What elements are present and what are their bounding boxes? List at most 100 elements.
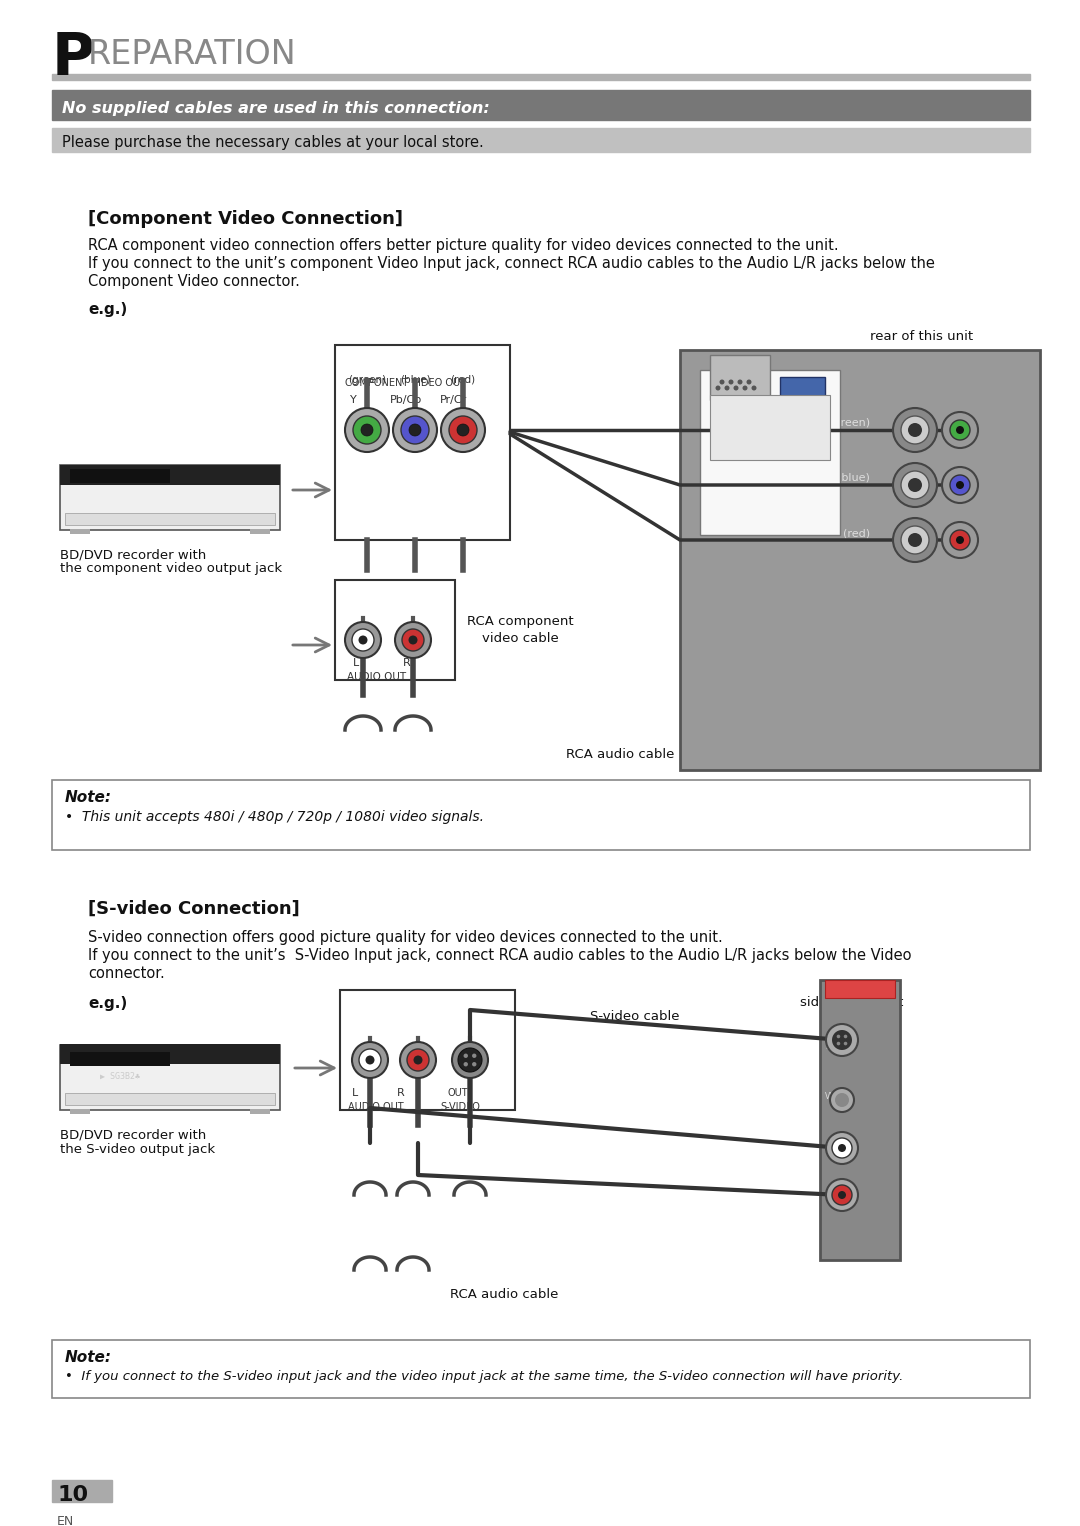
Circle shape: [738, 380, 743, 385]
Circle shape: [837, 1042, 840, 1045]
Circle shape: [838, 1190, 846, 1199]
Circle shape: [463, 1062, 468, 1067]
Text: (COAXIAL): (COAXIAL): [715, 449, 751, 455]
Circle shape: [908, 478, 922, 491]
Text: the S-video output jack: the S-video output jack: [60, 1143, 215, 1157]
Text: •  This unit accepts 480i / 480p / 720p / 1080i video signals.: • This unit accepts 480i / 480p / 720p /…: [65, 810, 484, 824]
Circle shape: [893, 462, 937, 507]
Text: BD/DVD recorder with: BD/DVD recorder with: [60, 548, 206, 562]
Circle shape: [359, 1048, 381, 1071]
Text: RCA audio cable: RCA audio cable: [566, 748, 674, 761]
Circle shape: [942, 522, 978, 559]
Circle shape: [719, 380, 725, 385]
Circle shape: [449, 417, 477, 444]
Bar: [70, 530, 90, 534]
Text: (green): (green): [348, 375, 386, 385]
Bar: [60, 1044, 280, 1064]
Text: Note:: Note:: [65, 1351, 112, 1364]
Text: P: P: [52, 31, 95, 87]
Text: the component video output jack: the component video output jack: [60, 562, 282, 575]
Circle shape: [345, 623, 381, 658]
Text: REPARATION: REPARATION: [87, 38, 297, 72]
Circle shape: [831, 1088, 854, 1112]
Text: (blue): (blue): [837, 473, 870, 484]
Text: e.g.): e.g.): [87, 996, 127, 1012]
Text: R: R: [403, 658, 410, 668]
Circle shape: [352, 1042, 388, 1077]
Text: Please purchase the necessary cables at your local store.: Please purchase the necessary cables at …: [62, 134, 484, 150]
Text: side of this unit: side of this unit: [800, 996, 903, 1009]
Text: HDMI 1: HDMI 1: [788, 386, 815, 395]
Text: Component Video connector.: Component Video connector.: [87, 275, 300, 288]
Circle shape: [733, 386, 739, 391]
Text: Pb/Cb: Pb/Cb: [390, 395, 422, 404]
Text: [S-video Connection]: [S-video Connection]: [87, 900, 300, 919]
Circle shape: [402, 629, 424, 652]
Bar: [52, 90, 1030, 121]
Text: COMPONENT VIDEO OUT: COMPONENT VIDEO OUT: [345, 378, 465, 388]
Bar: [60, 465, 280, 530]
Bar: [65, 513, 275, 525]
Bar: [710, 395, 831, 459]
Bar: [70, 1109, 90, 1114]
Text: [Component Video Connection]: [Component Video Connection]: [87, 211, 403, 227]
Text: e.g.): e.g.): [87, 302, 127, 317]
Bar: [335, 580, 455, 681]
Bar: [65, 1093, 275, 1105]
Circle shape: [826, 1132, 858, 1164]
Circle shape: [901, 526, 929, 554]
Circle shape: [400, 1042, 436, 1077]
Circle shape: [832, 1030, 852, 1050]
Circle shape: [395, 623, 431, 658]
Circle shape: [837, 1035, 840, 1038]
Circle shape: [472, 1062, 476, 1067]
Text: VIDEO: VIDEO: [825, 1093, 849, 1100]
Circle shape: [725, 386, 729, 391]
Text: VIDEO: VIDEO: [846, 984, 875, 993]
Text: (red): (red): [450, 375, 475, 385]
Text: If you connect to the unit’s component Video Input jack, connect RCA audio cable: If you connect to the unit’s component V…: [87, 256, 935, 272]
Text: BD/DVD recorder with: BD/DVD recorder with: [60, 1128, 206, 1141]
Circle shape: [472, 1053, 476, 1058]
Circle shape: [843, 1035, 848, 1038]
Text: (green): (green): [828, 418, 870, 427]
Text: 10: 10: [57, 1485, 89, 1505]
Circle shape: [729, 380, 733, 385]
Circle shape: [950, 530, 970, 549]
Text: L-AUDIO: L-AUDIO: [825, 1141, 856, 1151]
Circle shape: [826, 1180, 858, 1212]
Circle shape: [752, 386, 756, 391]
Circle shape: [353, 417, 381, 444]
Bar: [52, 1480, 112, 1502]
Circle shape: [743, 386, 747, 391]
Text: S-video connection offers good picture quality for video devices connected to th: S-video connection offers good picture q…: [87, 929, 723, 945]
Text: ▶ SG3B2♣: ▶ SG3B2♣: [100, 478, 140, 485]
Circle shape: [414, 1056, 422, 1065]
Circle shape: [838, 1144, 846, 1152]
Text: S-video cable: S-video cable: [590, 1010, 679, 1022]
Circle shape: [826, 1024, 858, 1056]
Circle shape: [361, 424, 373, 436]
Text: AUDIO OUT: AUDIO OUT: [348, 1102, 404, 1112]
Circle shape: [908, 533, 922, 546]
Bar: [825, 980, 895, 998]
Circle shape: [401, 417, 429, 444]
Circle shape: [956, 481, 964, 488]
Circle shape: [345, 407, 389, 452]
Text: Pr/Cr: Pr/Cr: [440, 395, 468, 404]
Circle shape: [393, 407, 437, 452]
Text: L: L: [352, 1088, 359, 1099]
Circle shape: [843, 1042, 848, 1045]
Text: OUT: OUT: [448, 1088, 469, 1099]
Bar: [249, 530, 270, 534]
Circle shape: [408, 635, 418, 644]
Circle shape: [352, 629, 374, 652]
Bar: [52, 128, 1030, 153]
Circle shape: [457, 424, 469, 436]
FancyArrowPatch shape: [295, 1061, 334, 1074]
Bar: [60, 1045, 280, 1109]
Text: AUDIO OUT: AUDIO OUT: [347, 671, 406, 682]
Bar: [249, 1109, 270, 1114]
Text: EN: EN: [57, 1515, 75, 1526]
FancyArrowPatch shape: [293, 484, 329, 497]
